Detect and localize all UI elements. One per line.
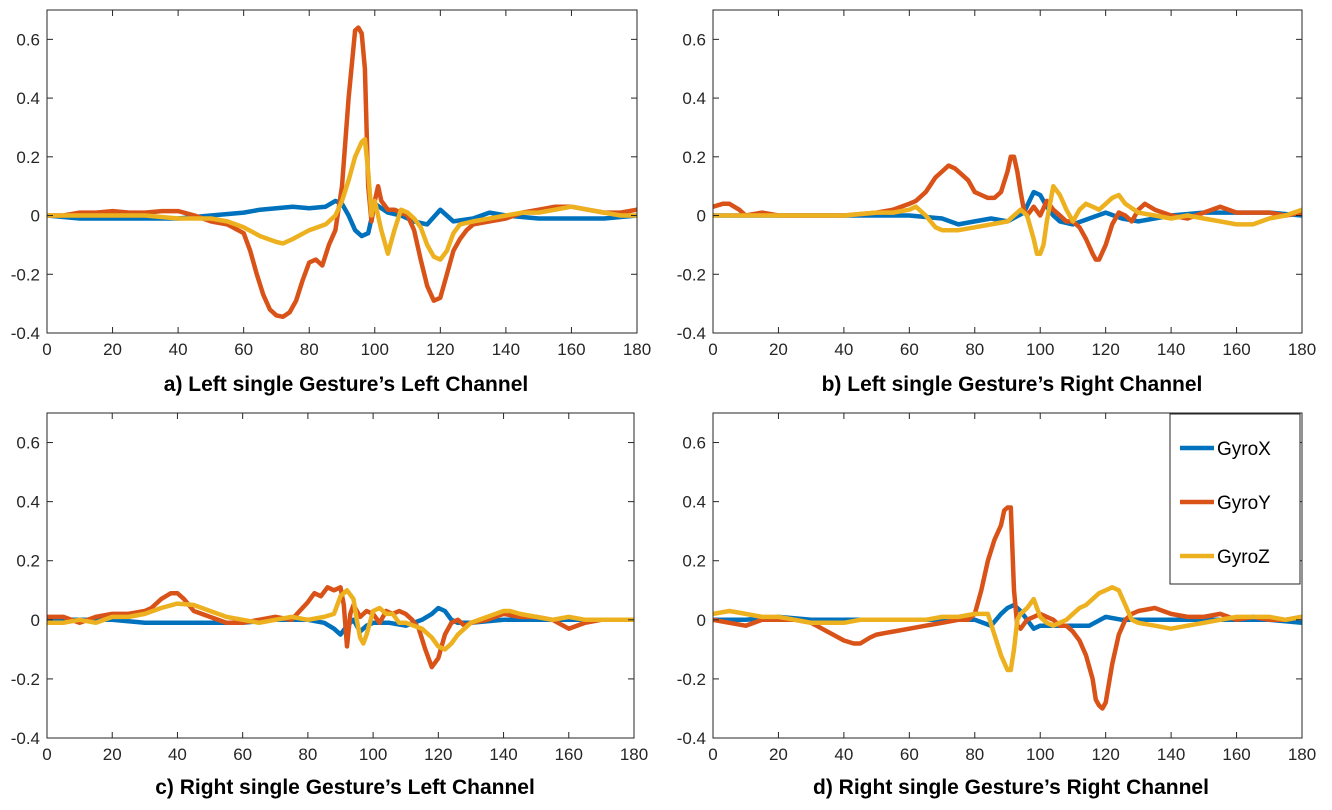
series-line-gyroy	[47, 25, 637, 320]
x-tick-label: 160	[557, 340, 585, 359]
chart-title: d) Right single Gesture’s Right Channel	[813, 776, 1209, 799]
x-tick-label: 120	[1091, 340, 1119, 359]
x-tick-label: 80	[300, 340, 319, 359]
legend-label-gyroz: GyroZ	[1217, 547, 1270, 568]
x-tick-label: 120	[424, 745, 452, 764]
y-tick-label: 0.6	[16, 434, 40, 453]
series-line-gyroz	[713, 183, 1302, 256]
axes-frame	[712, 412, 1303, 739]
chart-panel-2: 0 20 40 60 80 100 120 140 160 180 -0.4 -0.2 0 0.2 0.4 0…	[677, 9, 1316, 396]
plot-area	[47, 413, 634, 738]
y-tick-label: 0.4	[682, 493, 706, 512]
x-tick-label: 180	[623, 340, 651, 359]
x-tick-label: 140	[492, 340, 520, 359]
y-tick-label: -0.2	[677, 265, 706, 284]
x-tick-label: 60	[234, 340, 253, 359]
series-line-gyroy	[713, 505, 1302, 711]
series-group	[713, 505, 1302, 711]
x-tick-label: 140	[1157, 745, 1185, 764]
x-tick-label: 160	[1222, 340, 1250, 359]
chart-title: c) Right single Gesture’s Left Channel	[155, 776, 535, 799]
x-tick-label: 40	[834, 340, 853, 359]
y-tick-label: 0.4	[682, 89, 706, 108]
legend-label-gyroy: GyroY	[1217, 493, 1271, 514]
y-tick-label: 0.6	[16, 30, 40, 49]
series-group	[47, 25, 637, 320]
x-tick-label: 160	[555, 745, 583, 764]
x-tick-label: 100	[359, 745, 387, 764]
x-tick-label: 120	[1091, 745, 1119, 764]
x-tick-label: 80	[965, 340, 984, 359]
y-tick-label: 0	[697, 611, 706, 630]
x-tick-label: 20	[769, 340, 788, 359]
axes-frame	[46, 9, 638, 334]
y-tick-label: -0.4	[11, 729, 40, 748]
legend: GyroX GyroY GyroZ	[1169, 413, 1301, 585]
chart-title: b) Left single Gesture’s Right Channel	[822, 373, 1203, 396]
y-tick-label: -0.4	[677, 729, 706, 748]
y-tick-label: 0.6	[682, 30, 706, 49]
y-tick-label: 0	[31, 207, 40, 226]
x-tick-label: 80	[298, 745, 317, 764]
chart-panel-4: 0 20 40 60 80 100 120 140 160 180 -0.4 -0.2 0 0.2 0.4 0…	[677, 412, 1316, 799]
axes-frame	[712, 9, 1303, 334]
x-tick-label: 60	[900, 340, 919, 359]
x-tick-label: 0	[42, 745, 51, 764]
series-line-gyroz	[47, 588, 634, 652]
x-tick-label: 180	[620, 745, 648, 764]
y-tick-label: 0.6	[682, 434, 706, 453]
x-tick-label: 80	[965, 745, 984, 764]
y-tick-label: 0.2	[16, 148, 40, 167]
x-tick-label: 0	[42, 340, 51, 359]
series-line-gyroz	[47, 136, 637, 262]
x-tick-label: 0	[708, 340, 717, 359]
series-group	[47, 585, 634, 670]
axes-frame	[46, 412, 635, 739]
chart-title: a) Left single Gesture’s Left Channel	[164, 373, 528, 396]
y-tick-label: -0.4	[677, 324, 706, 343]
x-tick-label: 40	[169, 340, 188, 359]
y-tick-label: 0.2	[682, 148, 706, 167]
x-tick-label: 0	[708, 745, 717, 764]
y-tick-label: 0	[31, 611, 40, 630]
y-tick-label: 0	[697, 207, 706, 226]
y-tick-label: -0.2	[11, 265, 40, 284]
y-tick-label: 0.4	[16, 89, 40, 108]
y-tick-label: -0.2	[677, 670, 706, 689]
series-group	[713, 154, 1302, 262]
y-tick-label: 0.2	[16, 552, 40, 571]
x-tick-label: 20	[103, 340, 122, 359]
chart-panel-3: 0 20 40 60 80 100 120 140 160 180 -0.4 -0.2 0 0.2 0.4 0…	[11, 412, 648, 799]
x-tick-label: 40	[168, 745, 187, 764]
x-tick-label: 20	[769, 745, 788, 764]
y-tick-label: 0.4	[16, 493, 40, 512]
chart-panel-1: 0 20 40 60 80 100 120 140 160 180 -0.4 -0.2 0 0.2 0.4 0…	[11, 9, 651, 396]
x-tick-label: 180	[1288, 745, 1316, 764]
x-tick-label: 60	[233, 745, 252, 764]
x-tick-label: 60	[900, 745, 919, 764]
series-line-gyroz	[713, 585, 1302, 673]
x-tick-label: 120	[426, 340, 454, 359]
x-tick-label: 100	[1026, 745, 1054, 764]
x-tick-label: 20	[103, 745, 122, 764]
x-tick-label: 160	[1222, 745, 1250, 764]
x-tick-label: 140	[1157, 340, 1185, 359]
y-tick-label: -0.4	[11, 324, 40, 343]
x-tick-label: 180	[1288, 340, 1316, 359]
x-tick-label: 140	[489, 745, 517, 764]
series-line-gyrox	[47, 198, 637, 239]
x-tick-label: 100	[361, 340, 389, 359]
x-tick-label: 100	[1026, 340, 1054, 359]
legend-label-gyrox: GyroX	[1217, 439, 1271, 460]
y-tick-label: -0.2	[11, 670, 40, 689]
x-tick-label: 40	[834, 745, 853, 764]
y-tick-label: 0.2	[682, 552, 706, 571]
